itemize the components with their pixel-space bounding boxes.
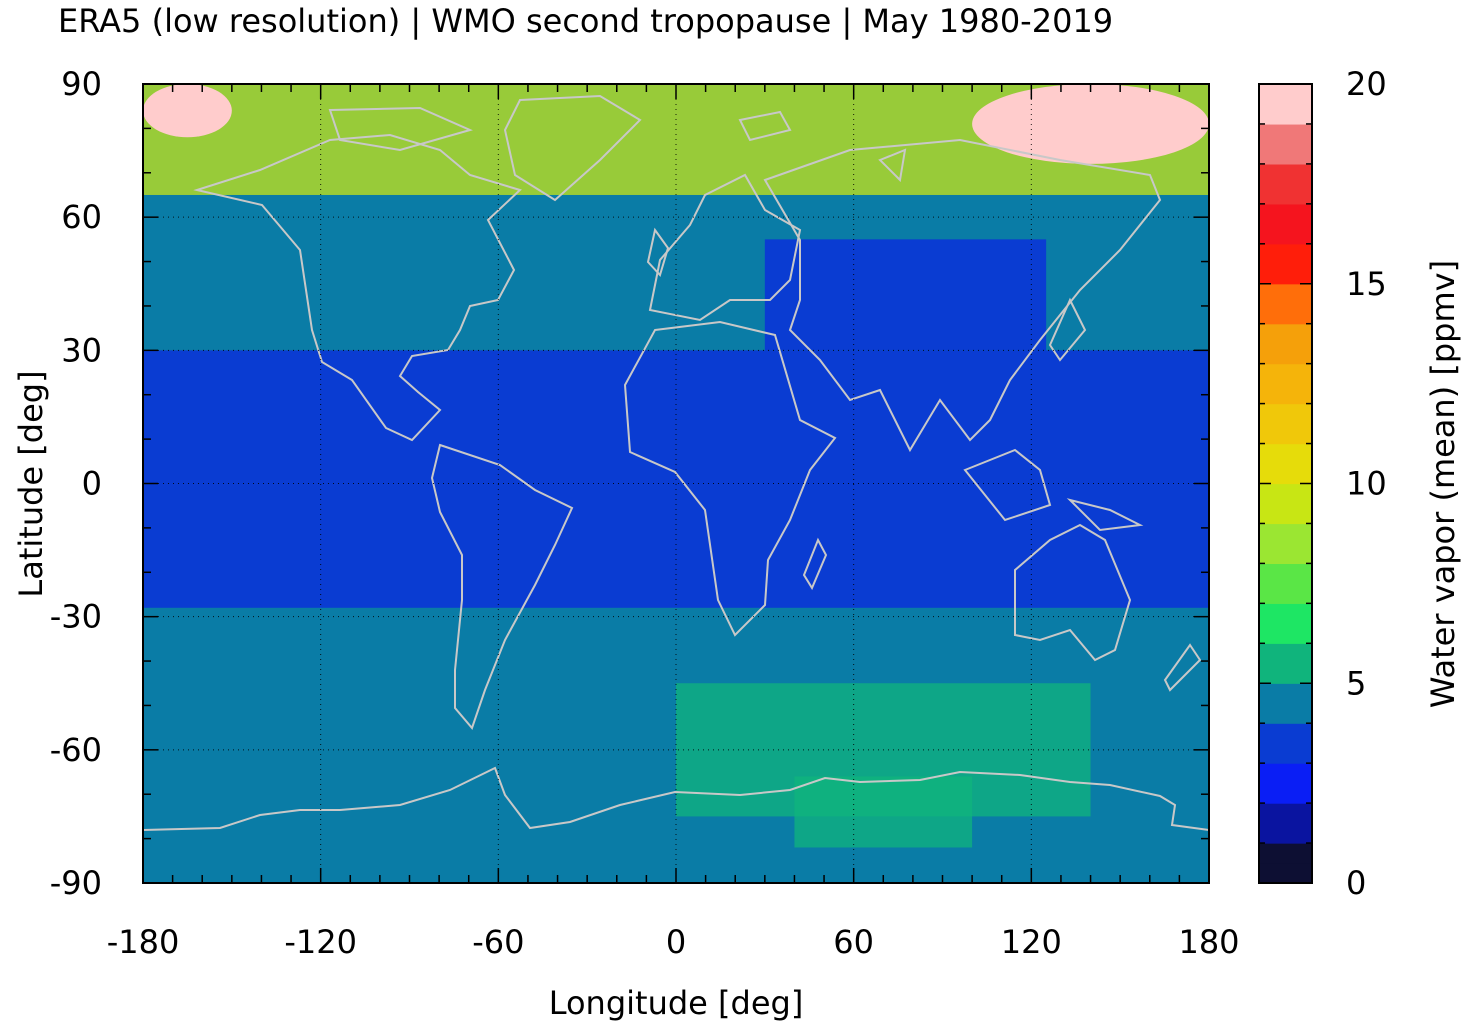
- coastline-arctic-islands: [328, 106, 907, 183]
- heatmap-region: [794, 776, 973, 848]
- coastline-madagascar: [802, 537, 828, 591]
- colorbar-tick-label: 20: [1346, 65, 1387, 103]
- colorbar-tick-label: 15: [1346, 265, 1387, 303]
- colorbar-segment: [1259, 463, 1312, 485]
- colorbar-segment: [1259, 483, 1312, 505]
- y-tick-label: -90: [50, 864, 102, 902]
- x-tick-label: -60: [472, 923, 524, 961]
- colorbar-segment: [1259, 443, 1312, 465]
- colorbar: [1259, 84, 1312, 884]
- colorbar-segment: [1259, 843, 1312, 864]
- colorbar-segment: [1259, 343, 1312, 365]
- colorbar-segment: [1259, 283, 1312, 305]
- colorbar-segment: [1259, 603, 1312, 624]
- y-tick-label: 0: [82, 465, 102, 503]
- colorbar-segment: [1259, 643, 1312, 664]
- colorbar-segment: [1259, 823, 1312, 844]
- colorbar-segment: [1259, 543, 1312, 564]
- x-tick-label: 0: [666, 923, 686, 961]
- x-tick-label: 60: [833, 923, 874, 961]
- y-tick-label: 30: [61, 331, 102, 369]
- colorbar-segment: [1259, 84, 1312, 105]
- colorbar-segment: [1259, 663, 1312, 684]
- colorbar-segment: [1259, 703, 1312, 724]
- colorbar-segment: [1259, 323, 1312, 345]
- colorbar-segment: [1259, 123, 1312, 145]
- x-tick-label: -120: [284, 923, 357, 961]
- heatmap-region: [764, 239, 1047, 351]
- heatmap-layer: [143, 84, 1209, 883]
- colorbar-segment: [1259, 783, 1312, 804]
- colorbar-segment: [1259, 863, 1312, 884]
- colorbar-segment: [1259, 163, 1312, 185]
- x-tick-label: 180: [1178, 923, 1239, 961]
- coastline-europe: [648, 173, 802, 322]
- colorbar-segment: [1259, 363, 1312, 385]
- colorbar-label: Water vapor (mean) [ppmv]: [1424, 260, 1462, 708]
- y-tick-labels: 90 60 30 0 -30 -60 -90: [50, 65, 102, 902]
- colorbar-segment: [1259, 143, 1312, 165]
- colorbar-ticks: [1259, 83, 1312, 884]
- x-tick-label: 120: [1001, 923, 1062, 961]
- y-tick-label: -30: [50, 598, 102, 636]
- colorbar-segment: [1259, 403, 1312, 425]
- colorbar-segment: [1259, 183, 1312, 205]
- colorbar-segment: [1259, 503, 1312, 525]
- y-tick-label: 90: [61, 65, 102, 103]
- coastline-greenland: [503, 94, 642, 202]
- axis-ticks: [142, 83, 1210, 884]
- colorbar-segment: [1259, 723, 1312, 744]
- coastline-australia: [1014, 523, 1132, 662]
- y-axis-label: Latitude [deg]: [12, 370, 50, 597]
- colorbar-segment: [1259, 563, 1312, 584]
- coastline-japan: [1048, 297, 1087, 362]
- coastline-antarctica: [143, 766, 1209, 831]
- colorbar-tick-label: 5: [1346, 664, 1366, 702]
- colorbar-segment: [1259, 583, 1312, 604]
- heatmap-region: [143, 84, 232, 138]
- coastline-south-america: [430, 443, 574, 730]
- coastline-africa: [623, 320, 837, 637]
- heatmap-region: [972, 84, 1209, 164]
- coastline-maritime: [963, 448, 1144, 532]
- y-tick-label: 60: [61, 198, 102, 236]
- x-tick-label: -180: [107, 923, 180, 961]
- colorbar-segment: [1259, 203, 1312, 225]
- colorbar-segment: [1259, 303, 1312, 325]
- coastline-asia: [763, 138, 1162, 453]
- colorbar-segment: [1259, 803, 1312, 824]
- coastline-uk: [646, 227, 670, 277]
- x-tick-labels: -180 -120 -60 0 60 120 180: [107, 923, 1240, 961]
- colorbar-segment: [1259, 423, 1312, 445]
- coastline-new-zealand: [1163, 643, 1202, 692]
- colorbar-segment: [1259, 263, 1312, 285]
- colorbar-tick-label: 0: [1346, 864, 1366, 902]
- colorbar-tick-labels: 20 15 10 5 0: [1346, 65, 1387, 902]
- colorbar-segment: [1259, 683, 1312, 704]
- x-axis-label: Longitude [deg]: [549, 984, 804, 1022]
- y-tick-label: -60: [50, 731, 102, 769]
- colorbar-segment: [1259, 763, 1312, 784]
- colorbar-segment: [1259, 743, 1312, 764]
- colorbar-segment: [1259, 243, 1312, 265]
- chart-title: ERA5 (low resolution) | WMO second tropo…: [58, 2, 1113, 40]
- colorbar-segment: [1259, 223, 1312, 245]
- colorbar-segment: [1259, 623, 1312, 644]
- colorbar-segment: [1259, 383, 1312, 405]
- colorbar-segment: [1259, 103, 1312, 125]
- colorbar-segment: [1259, 523, 1312, 545]
- colorbar-tick-label: 10: [1346, 465, 1387, 503]
- grid: [143, 84, 1209, 883]
